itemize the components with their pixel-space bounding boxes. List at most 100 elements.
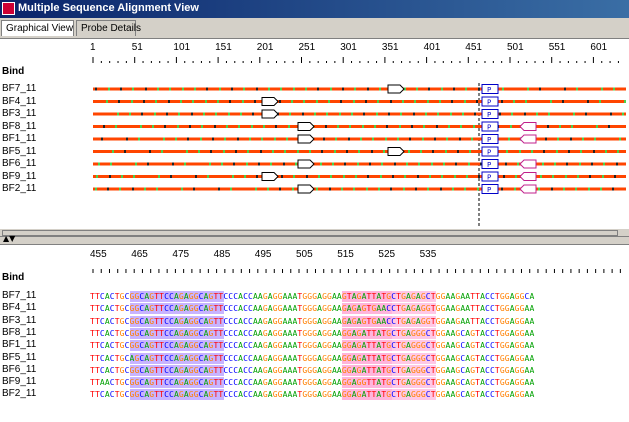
sequence-name[interactable]: BF6_11 [2, 363, 37, 375]
variant-marker [527, 87, 529, 91]
variant-marker [293, 87, 295, 91]
variant-marker [351, 112, 353, 116]
variant-marker [154, 112, 156, 116]
variant-marker [418, 162, 420, 166]
variant-marker [187, 137, 189, 141]
variant-marker [392, 175, 394, 178]
variant-marker [279, 100, 281, 103]
sequence-name[interactable]: BF4_11 [2, 302, 37, 314]
variant-marker [552, 175, 554, 178]
track-name[interactable]: BF5_11 [2, 145, 37, 157]
sequence-name[interactable]: BF9_11 [2, 376, 37, 388]
sequence-track [93, 187, 626, 191]
variant-marker [255, 187, 257, 191]
variant-marker [207, 175, 209, 178]
variant-marker [367, 175, 369, 178]
probe-label: P [487, 99, 491, 107]
variant-marker [462, 112, 464, 116]
variant-marker [328, 100, 330, 103]
variant-marker [170, 175, 172, 178]
window-title: Multiple Sequence Alignment View [18, 2, 199, 14]
variant-marker [135, 162, 137, 166]
variant-marker [390, 187, 392, 191]
variant-marker [182, 87, 184, 91]
variant-marker [247, 150, 249, 153]
variant-marker [119, 187, 121, 191]
variant-marker [120, 87, 122, 91]
forward-primer-arrow [297, 184, 315, 194]
variant-marker [556, 150, 558, 153]
track-name[interactable]: BF9_11 [2, 170, 37, 182]
variant-marker [445, 150, 447, 153]
sequence-name[interactable]: BF3_11 [2, 314, 37, 326]
variant-marker [589, 175, 591, 178]
variant-marker [385, 137, 387, 141]
variant-marker [189, 125, 191, 128]
variant-marker [140, 125, 142, 128]
variant-marker [226, 125, 228, 128]
variant-marker [383, 150, 385, 153]
variant-marker [206, 87, 208, 91]
track-name[interactable]: BF8_11 [2, 120, 37, 132]
track-name[interactable]: BF4_11 [2, 95, 37, 107]
variant-marker [305, 87, 307, 91]
scrollbar-thumb[interactable] [2, 230, 618, 236]
sequence-name[interactable]: BF5_11 [2, 351, 37, 363]
variant-marker [616, 162, 618, 166]
variant-marker [212, 137, 214, 141]
track-name[interactable]: BF6_11 [2, 158, 37, 169]
variant-marker [446, 137, 448, 141]
variant-marker [267, 187, 269, 191]
pane-splitter[interactable]: ▲▼ [0, 234, 629, 245]
variant-marker [409, 137, 411, 141]
variant-marker [163, 137, 165, 141]
variant-marker [443, 162, 445, 166]
track-name[interactable]: BF1_11 [2, 133, 37, 144]
variant-marker [614, 175, 616, 178]
variant-marker [354, 87, 356, 91]
variant-marker [591, 162, 593, 166]
variant-marker [203, 112, 205, 116]
variant-marker [617, 150, 619, 153]
reverse-primer-arrow [519, 172, 537, 181]
variant-marker [326, 112, 328, 116]
ruler-tick-label: 201 [256, 42, 274, 53]
variant-marker [464, 100, 466, 103]
variant-marker [536, 112, 538, 116]
track-name[interactable]: BF2_11 [2, 183, 37, 194]
variant-marker [587, 100, 589, 103]
variant-marker [95, 87, 97, 91]
variant-marker [218, 187, 220, 191]
sequence-name[interactable]: BF1_11 [2, 339, 37, 351]
variant-marker [469, 150, 471, 153]
variant-marker [260, 150, 262, 153]
track-name[interactable]: BF7_11 [2, 83, 37, 94]
horizontal-scrollbar[interactable] [0, 228, 629, 237]
ruler-line [92, 57, 619, 63]
variant-marker [596, 125, 598, 128]
variant-marker [402, 100, 404, 103]
splitter-arrows-icon[interactable]: ▲▼ [3, 234, 16, 243]
variant-marker [198, 150, 200, 153]
sequence-name[interactable]: BF2_11 [2, 388, 37, 400]
sequence-name[interactable]: BF7_11 [2, 290, 37, 301]
ruler-tick-label: 465 [131, 249, 148, 260]
ruler-tick-label: 251 [298, 42, 316, 53]
variant-marker [346, 150, 348, 153]
probe-box [481, 134, 499, 144]
variant-marker [613, 87, 615, 91]
track-name[interactable]: BF3_11 [2, 108, 37, 119]
variant-marker [538, 187, 540, 191]
variant-marker [501, 187, 503, 191]
variant-marker [619, 137, 621, 141]
region-highlight [391, 327, 437, 339]
tab-graphical-view[interactable]: Graphical View [1, 20, 74, 36]
variant-marker [394, 162, 396, 166]
tab-probe-details[interactable]: Probe Details [76, 20, 141, 36]
variant-marker [511, 112, 513, 116]
variant-marker [360, 137, 362, 141]
variant-marker [431, 162, 433, 166]
variant-marker [441, 175, 443, 178]
variant-marker [612, 187, 614, 191]
sequence-name[interactable]: BF8_11 [2, 326, 37, 338]
